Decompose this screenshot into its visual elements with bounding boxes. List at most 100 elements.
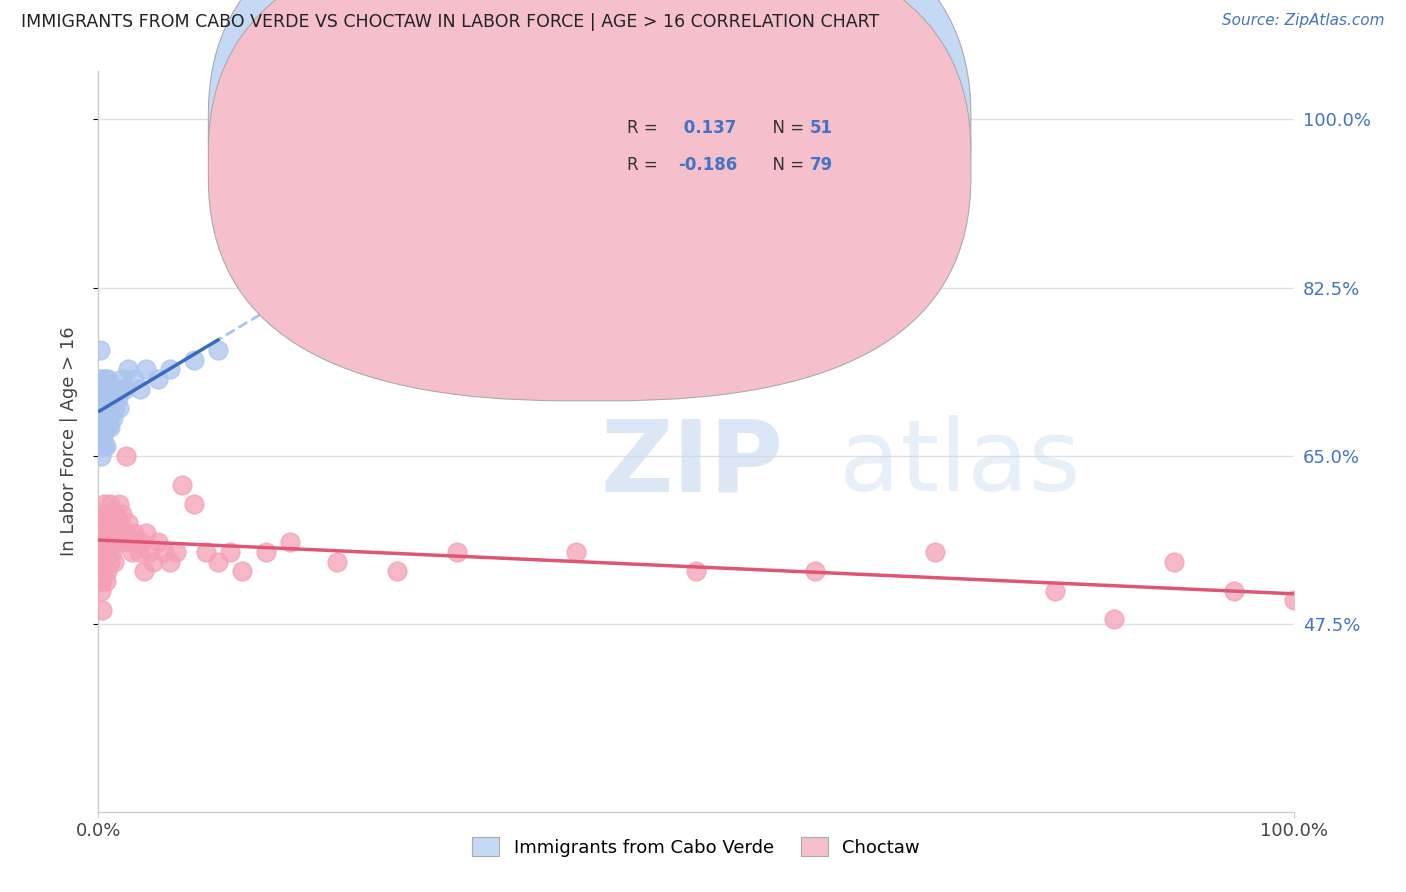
Point bbox=[104, 401, 127, 415]
Point bbox=[91, 565, 114, 579]
Point bbox=[90, 555, 112, 569]
Point bbox=[385, 565, 409, 579]
Point bbox=[108, 516, 131, 531]
Text: N =: N = bbox=[762, 119, 808, 136]
Text: -0.186: -0.186 bbox=[678, 155, 737, 174]
Point bbox=[98, 535, 121, 549]
Point bbox=[135, 362, 157, 376]
Point bbox=[90, 583, 112, 598]
FancyBboxPatch shape bbox=[208, 0, 972, 401]
Point bbox=[98, 507, 121, 521]
Point bbox=[93, 497, 115, 511]
Point bbox=[1104, 612, 1126, 626]
Point bbox=[105, 535, 128, 549]
Point bbox=[159, 555, 181, 569]
Point bbox=[91, 401, 114, 415]
Point bbox=[93, 420, 115, 434]
Point bbox=[90, 372, 112, 386]
Point bbox=[1223, 583, 1246, 598]
Point bbox=[91, 382, 114, 396]
Point bbox=[93, 525, 115, 540]
Point bbox=[131, 535, 153, 549]
Point bbox=[148, 372, 170, 386]
Point bbox=[125, 535, 148, 549]
Point bbox=[117, 516, 139, 531]
Point bbox=[91, 420, 114, 434]
Point bbox=[219, 545, 242, 559]
Point bbox=[91, 516, 114, 531]
Point bbox=[103, 525, 125, 540]
Text: atlas: atlas bbox=[839, 416, 1081, 512]
Point bbox=[91, 372, 114, 386]
Point bbox=[159, 362, 181, 376]
Point bbox=[446, 545, 468, 559]
Point bbox=[97, 391, 120, 405]
Point bbox=[94, 439, 117, 453]
Text: N =: N = bbox=[762, 155, 808, 174]
Point bbox=[105, 507, 128, 521]
Point bbox=[101, 410, 124, 425]
Point bbox=[93, 555, 115, 569]
Point bbox=[108, 382, 131, 396]
Point bbox=[90, 410, 112, 425]
Point bbox=[91, 507, 114, 521]
Text: 0.137: 0.137 bbox=[678, 119, 737, 136]
Point bbox=[93, 401, 115, 415]
Point bbox=[98, 410, 121, 425]
Point bbox=[104, 516, 127, 531]
Point bbox=[91, 410, 114, 425]
Point bbox=[94, 391, 117, 405]
Point bbox=[91, 574, 114, 588]
Point bbox=[110, 535, 132, 549]
Point bbox=[89, 545, 111, 559]
Point bbox=[924, 545, 946, 559]
Point bbox=[94, 516, 117, 531]
Point bbox=[97, 545, 120, 559]
Point bbox=[96, 420, 118, 434]
Point bbox=[231, 565, 253, 579]
Point bbox=[132, 565, 155, 579]
Point bbox=[89, 401, 111, 415]
Point bbox=[135, 525, 157, 540]
Text: R =: R = bbox=[627, 155, 662, 174]
Y-axis label: In Labor Force | Age > 16: In Labor Force | Age > 16 bbox=[59, 326, 77, 557]
Point bbox=[148, 535, 170, 549]
Legend: Immigrants from Cabo Verde, Choctaw: Immigrants from Cabo Verde, Choctaw bbox=[467, 831, 925, 862]
Point bbox=[103, 391, 125, 405]
Point bbox=[97, 420, 120, 434]
Point bbox=[97, 372, 120, 386]
Point bbox=[121, 545, 143, 559]
Point bbox=[91, 430, 114, 444]
Point bbox=[114, 382, 136, 396]
Point bbox=[117, 362, 139, 376]
Point bbox=[183, 497, 205, 511]
Point bbox=[111, 372, 134, 386]
Point bbox=[101, 382, 124, 396]
Point bbox=[124, 372, 146, 386]
Point bbox=[1282, 593, 1305, 607]
Point bbox=[100, 516, 122, 531]
Point bbox=[107, 497, 129, 511]
Point bbox=[254, 545, 277, 559]
Point bbox=[98, 382, 121, 396]
Point bbox=[107, 401, 129, 415]
Point bbox=[98, 555, 122, 569]
Point bbox=[124, 525, 146, 540]
FancyBboxPatch shape bbox=[208, 0, 972, 364]
Point bbox=[153, 545, 176, 559]
Point bbox=[129, 382, 152, 396]
Point bbox=[100, 545, 122, 559]
Point bbox=[685, 565, 707, 579]
Point bbox=[1043, 583, 1066, 598]
Point bbox=[91, 545, 114, 559]
Point bbox=[91, 439, 114, 453]
Point bbox=[91, 603, 114, 617]
Point bbox=[98, 525, 122, 540]
Point bbox=[139, 545, 162, 559]
Point bbox=[98, 420, 122, 434]
Text: 51: 51 bbox=[810, 119, 832, 136]
Point bbox=[96, 535, 118, 549]
Point bbox=[115, 449, 138, 463]
Point bbox=[107, 525, 129, 540]
Text: Source: ZipAtlas.com: Source: ZipAtlas.com bbox=[1222, 13, 1385, 29]
